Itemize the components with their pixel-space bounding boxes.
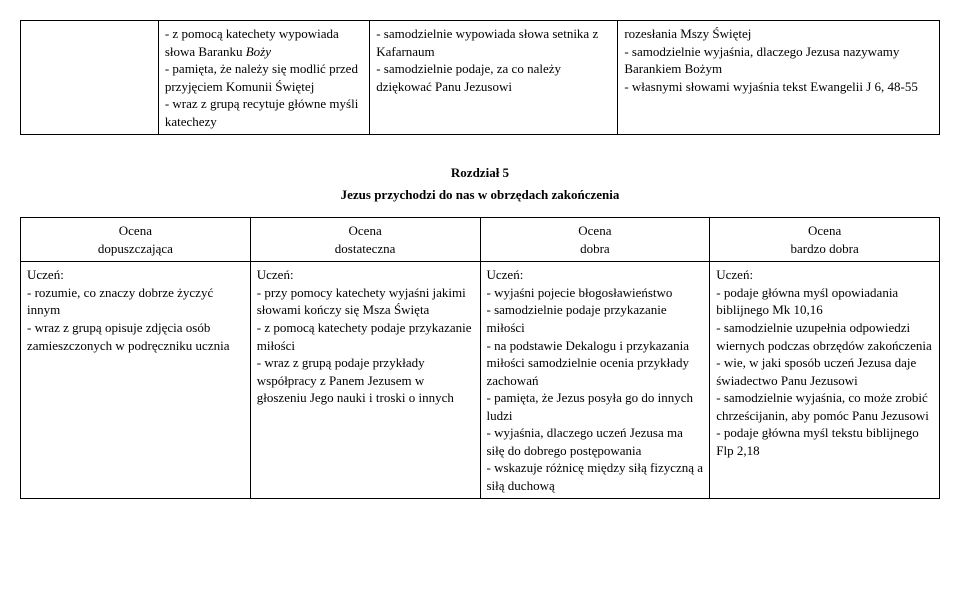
- bottom-header-row: Ocena dopuszczająca Ocena dostateczna Oc…: [21, 218, 940, 262]
- top-cell-4: rozesłania Mszy Świętej- samodzielnie wy…: [618, 21, 940, 135]
- header-cell-4: Ocena bardzo dobra: [710, 218, 940, 262]
- top-table-row: - z pomocą katechety wypowiada słowa Bar…: [21, 21, 940, 135]
- body-cell-2: Uczeń: - przy pomocy katechety wyjaśni j…: [250, 262, 480, 499]
- top-cell-3: - samodzielnie wypowiada słowa setnika z…: [370, 21, 618, 135]
- cell2-text: - przy pomocy katechety wyjaśni jakimi s…: [257, 285, 472, 405]
- top-cell-1: [21, 21, 159, 135]
- cell1-label: Uczeń:: [27, 267, 64, 282]
- header-cell-2: Ocena dostateczna: [250, 218, 480, 262]
- cell4-text: - podaje główna myśl opowiadania biblijn…: [716, 285, 931, 458]
- chapter-title: Rozdział 5: [20, 165, 940, 181]
- cell1-text: - rozumie, co znaczy dobrze życzyć innym…: [27, 285, 229, 353]
- body-cell-3: Uczeń: - wyjaśni pojecie błogosławieństw…: [480, 262, 710, 499]
- bottom-body-row: Uczeń: - rozumie, co znaczy dobrze życzy…: [21, 262, 940, 499]
- body-cell-1: Uczeń: - rozumie, co znaczy dobrze życzy…: [21, 262, 251, 499]
- header-cell-1: Ocena dopuszczająca: [21, 218, 251, 262]
- header-2a: Ocena: [349, 223, 382, 238]
- cell2-label: Uczeń:: [257, 267, 294, 282]
- header-1a: Ocena: [119, 223, 152, 238]
- bottom-table: Ocena dopuszczająca Ocena dostateczna Oc…: [20, 217, 940, 499]
- header-1b: dopuszczająca: [98, 241, 173, 256]
- header-4a: Ocena: [808, 223, 841, 238]
- cell4-label: Uczeń:: [716, 267, 753, 282]
- header-3a: Ocena: [578, 223, 611, 238]
- chapter-subtitle: Jezus przychodzi do nas w obrzędach zako…: [20, 187, 940, 203]
- header-cell-3: Ocena dobra: [480, 218, 710, 262]
- top-cell-2: - z pomocą katechety wypowiada słowa Bar…: [158, 21, 369, 135]
- cell3-label: Uczeń:: [487, 267, 524, 282]
- body-cell-4: Uczeń: - podaje główna myśl opowiadania …: [710, 262, 940, 499]
- cell3-text: - wyjaśni pojecie błogosławieństwo- samo…: [487, 285, 704, 493]
- header-4b: bardzo dobra: [791, 241, 859, 256]
- header-3b: dobra: [580, 241, 610, 256]
- top-table: - z pomocą katechety wypowiada słowa Bar…: [20, 20, 940, 135]
- header-2b: dostateczna: [335, 241, 396, 256]
